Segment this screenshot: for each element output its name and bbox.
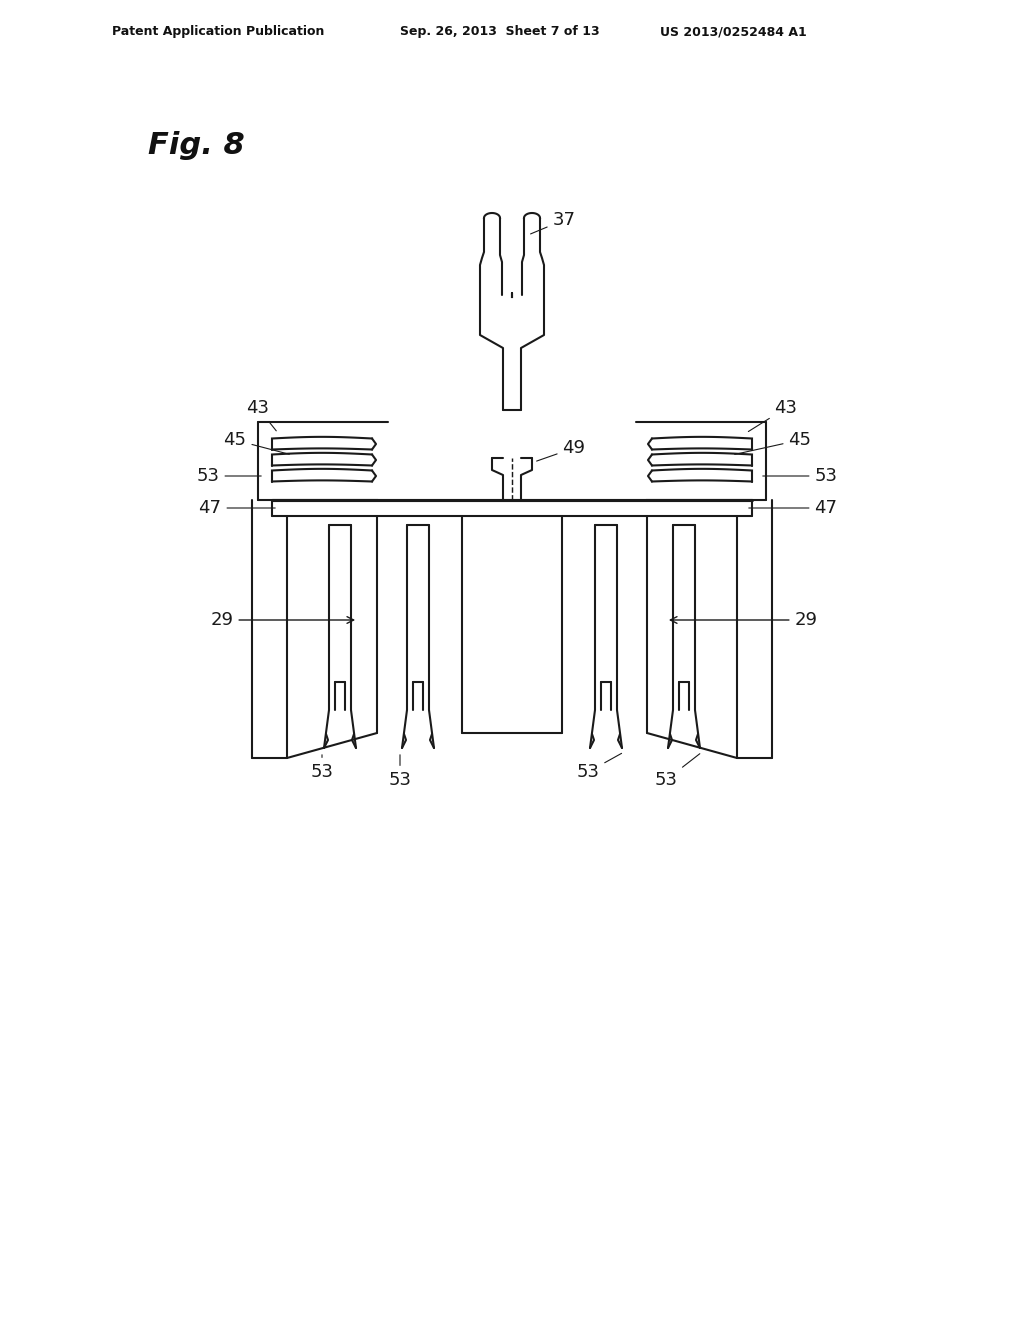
Text: 43: 43 bbox=[749, 399, 798, 432]
Text: 29: 29 bbox=[671, 611, 817, 630]
Text: 53: 53 bbox=[763, 467, 838, 484]
Text: 45: 45 bbox=[734, 432, 811, 454]
Text: 53: 53 bbox=[577, 754, 622, 781]
Text: 43: 43 bbox=[247, 399, 276, 430]
Text: 53: 53 bbox=[654, 754, 699, 789]
Text: 47: 47 bbox=[199, 499, 275, 517]
Text: 29: 29 bbox=[211, 611, 353, 630]
Text: Fig. 8: Fig. 8 bbox=[148, 131, 245, 160]
Text: 53: 53 bbox=[388, 755, 412, 789]
Text: 53: 53 bbox=[197, 467, 261, 484]
Text: 47: 47 bbox=[749, 499, 838, 517]
Text: 45: 45 bbox=[223, 432, 290, 454]
Text: 49: 49 bbox=[537, 440, 586, 461]
Text: Sep. 26, 2013  Sheet 7 of 13: Sep. 26, 2013 Sheet 7 of 13 bbox=[400, 25, 600, 38]
Text: 37: 37 bbox=[530, 211, 575, 234]
Text: US 2013/0252484 A1: US 2013/0252484 A1 bbox=[660, 25, 807, 38]
Text: 53: 53 bbox=[310, 755, 334, 781]
Text: Patent Application Publication: Patent Application Publication bbox=[112, 25, 325, 38]
